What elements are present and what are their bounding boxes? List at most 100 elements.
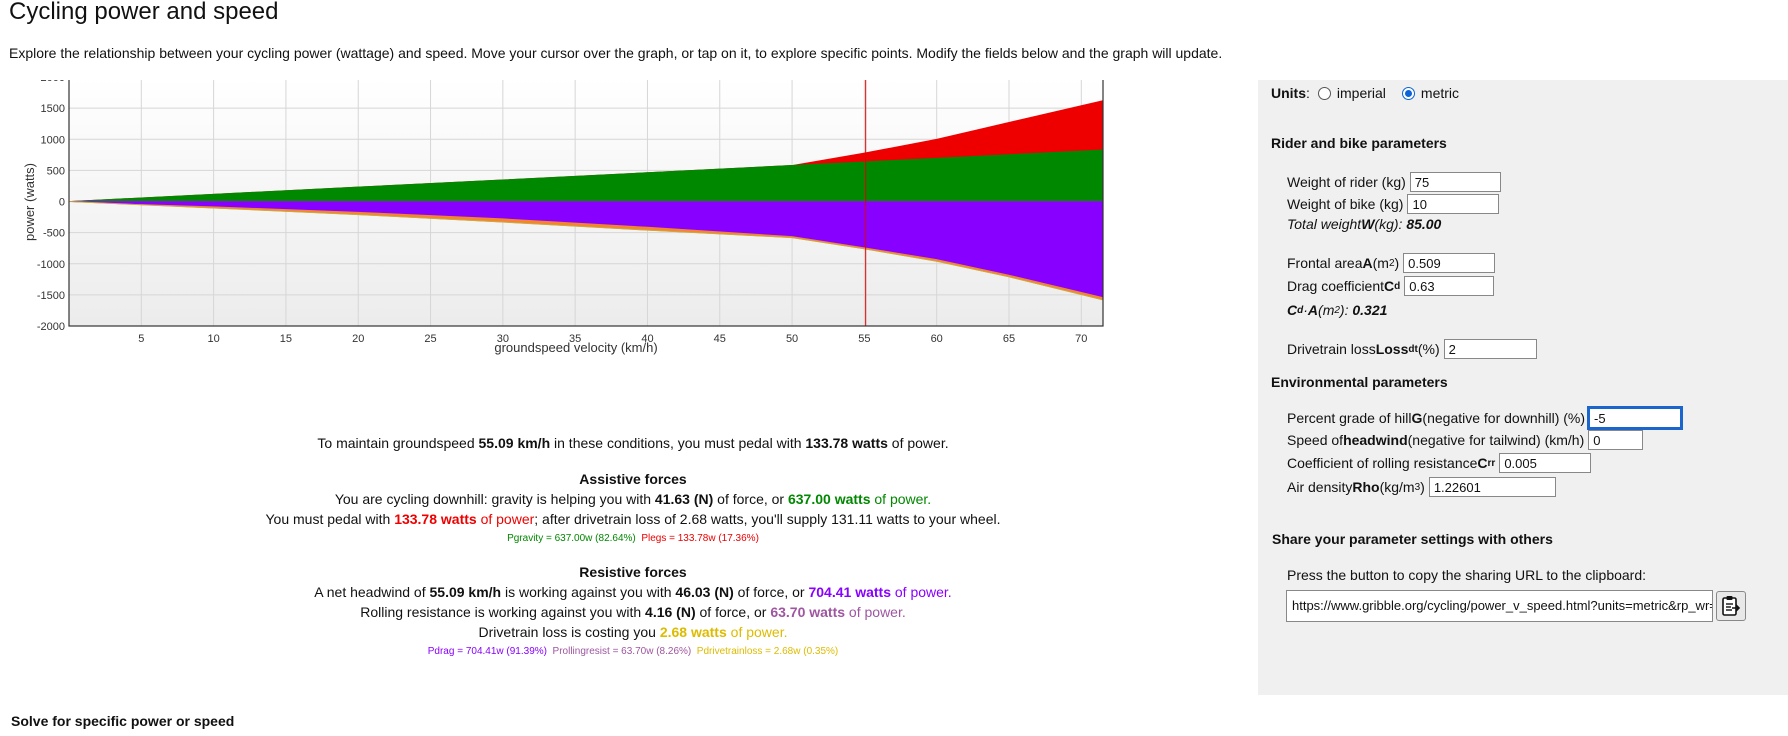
rolling-resistance-input[interactable] [1499, 453, 1592, 473]
summary-line: To maintain groundspeed 55.09 km/h in th… [60, 433, 1206, 453]
text: headwind [1343, 432, 1408, 448]
y-axis-label: power (watts) [22, 163, 37, 241]
drag-watts: 704.41 watts [808, 584, 891, 600]
text: dt [1408, 343, 1418, 355]
x-tick-label: 5 [138, 333, 144, 345]
summary-speed: 55.09 km/h [478, 435, 551, 451]
summary-text-3: of power. [887, 435, 949, 451]
intro-text: Explore the relationship between your cy… [9, 45, 1223, 61]
assistive-breakdown: Pgravity = 637.00w (82.64%) Plegs = 133.… [60, 532, 1206, 546]
drag-coefficient-input[interactable] [1404, 276, 1495, 296]
share-text: Press the button to copy the sharing URL… [1287, 567, 1647, 583]
x-tick-label: 25 [424, 333, 436, 345]
rolling-watts: 63.70 watts [770, 604, 846, 620]
text: (negative for tailwind) (km/h) [1407, 432, 1585, 448]
y-tick-label: -2000 [37, 321, 65, 333]
x-tick-label: 70 [1075, 333, 1087, 345]
share-section-heading: Share your parameter settings with other… [1272, 531, 1553, 547]
metric-radio[interactable] [1401, 86, 1415, 100]
resistive-heading: Resistive forces [579, 564, 687, 580]
resistive-rolling-line: Rolling resistance is working against yo… [60, 602, 1206, 622]
pdrivetrain-label: Pdrivetrainloss = 2.68w (0.35%) [696, 646, 839, 657]
text: d [1297, 304, 1304, 316]
results-panel: To maintain groundspeed 55.09 km/h in th… [60, 433, 1206, 659]
area-series [68, 100, 1104, 301]
text: of power [476, 511, 535, 527]
rolling-force: 4.16 (N) [645, 604, 696, 620]
units-label: Units [1271, 85, 1306, 101]
text: You must pedal with [265, 511, 395, 527]
assistive-gravity-line: You are cycling downhill: gravity is hel… [60, 489, 1206, 509]
text: Coefficient of rolling resistance [1287, 455, 1478, 471]
headwind-row: Speed of headwind (negative for tailwind… [1287, 430, 1644, 450]
metric-label[interactable]: metric [1420, 85, 1460, 101]
y-tick-label: -1500 [37, 290, 65, 302]
rider-weight-input[interactable] [1409, 172, 1501, 192]
assistive-legs-line: You must pedal with 133.78 watts of powe… [60, 509, 1206, 529]
text: A net headwind of [314, 584, 430, 600]
x-tick-label: 15 [280, 333, 292, 345]
bike-weight-row: Weight of bike (kg) [1287, 194, 1500, 214]
text: Air density [1287, 479, 1353, 495]
units-colon: : [1306, 85, 1310, 101]
y-tick-label: 500 [47, 165, 65, 177]
text: ) [1394, 255, 1400, 271]
text: of power. [845, 604, 906, 620]
resistive-drivetrain-line: Drivetrain loss is costing you 2.68 watt… [60, 622, 1206, 642]
plegs-label: Plegs = 133.78w (17.36%) [641, 533, 759, 544]
drivetrain-row: Drivetrain loss Loss dt (%) [1287, 339, 1537, 359]
imperial-radio[interactable] [1317, 86, 1331, 100]
text: 2 [1334, 304, 1340, 316]
drivetrain-watts: 2.68 watts [659, 624, 727, 640]
x-tick-label: 10 [207, 333, 219, 345]
y-tick-label: 1500 [41, 103, 65, 115]
text: of power. [726, 624, 788, 640]
text: W [1361, 216, 1375, 232]
summary-text-1: To maintain groundspeed [317, 435, 479, 451]
units-row: Units: imperial metric [1271, 83, 1459, 103]
frontal-area-row: Frontal area A (m 2) [1287, 253, 1496, 273]
x-tick-label: 30 [497, 333, 509, 345]
summary-power: 133.78 watts [805, 435, 888, 451]
share-url-field[interactable]: https://www.gribble.org/cycling/power_v_… [1286, 590, 1713, 622]
chart-svg[interactable]: 5 10 15 20 25 30 35 40 45 50 55 60 65 70 2000 1500 1000 5… [20, 80, 1260, 410]
gravity-force: 41.63 (N) [654, 491, 714, 507]
x-tick-label: 60 [931, 333, 943, 345]
solve-heading: Solve for specific power or speed [11, 713, 235, 729]
copy-url-button[interactable] [1716, 591, 1746, 621]
resistive-breakdown: Pdrag = 704.41w (91.39%) Prollingresist … [60, 645, 1206, 659]
text: of power. [890, 584, 952, 600]
bike-weight-label: Weight of bike (kg) [1287, 196, 1404, 212]
x-tick-label: 50 [786, 333, 798, 345]
tick-labels: 5 10 15 20 25 30 35 40 45 50 55 60 65 70 2000 1500 1000 5… [37, 80, 1088, 345]
cda-value: 0.321 [1352, 302, 1388, 318]
parameters-panel: Units: imperial metric Rider and bike pa… [1258, 80, 1788, 695]
bike-weight-input[interactable] [1407, 194, 1500, 214]
text: A [1362, 255, 1373, 271]
grade-input[interactable] [1587, 406, 1684, 430]
air-density-input[interactable] [1428, 477, 1556, 497]
text: Drivetrain loss [1287, 341, 1376, 357]
x-tick-label: 45 [714, 333, 726, 345]
resistive-drag-line: A net headwind of 55.09 km/h is working … [60, 582, 1206, 602]
drivetrain-edge [68, 201, 1104, 301]
frontal-area-input[interactable] [1403, 253, 1496, 273]
drivetrain-loss-input[interactable] [1443, 339, 1537, 359]
text: Percent grade of hill [1287, 410, 1412, 426]
x-tick-label: 65 [1003, 333, 1015, 345]
text: C [1287, 302, 1298, 318]
pdrag-label: Pdrag = 704.41w (91.39%) [427, 646, 547, 657]
text: Speed of [1287, 432, 1344, 448]
headwind-input[interactable] [1588, 430, 1644, 450]
y-tick-label: 1000 [41, 134, 65, 146]
page-title: Cycling power and speed [9, 0, 279, 25]
legs-watts: 133.78 watts [394, 511, 477, 527]
x-tick-label: 20 [352, 333, 364, 345]
text: Loss [1375, 341, 1409, 357]
power-speed-chart[interactable]: 5 10 15 20 25 30 35 40 45 50 55 60 65 70 2000 1500 1000 5… [20, 80, 1260, 410]
text: rr [1487, 457, 1496, 469]
text: d [1394, 280, 1401, 292]
imperial-label[interactable]: imperial [1336, 85, 1386, 101]
